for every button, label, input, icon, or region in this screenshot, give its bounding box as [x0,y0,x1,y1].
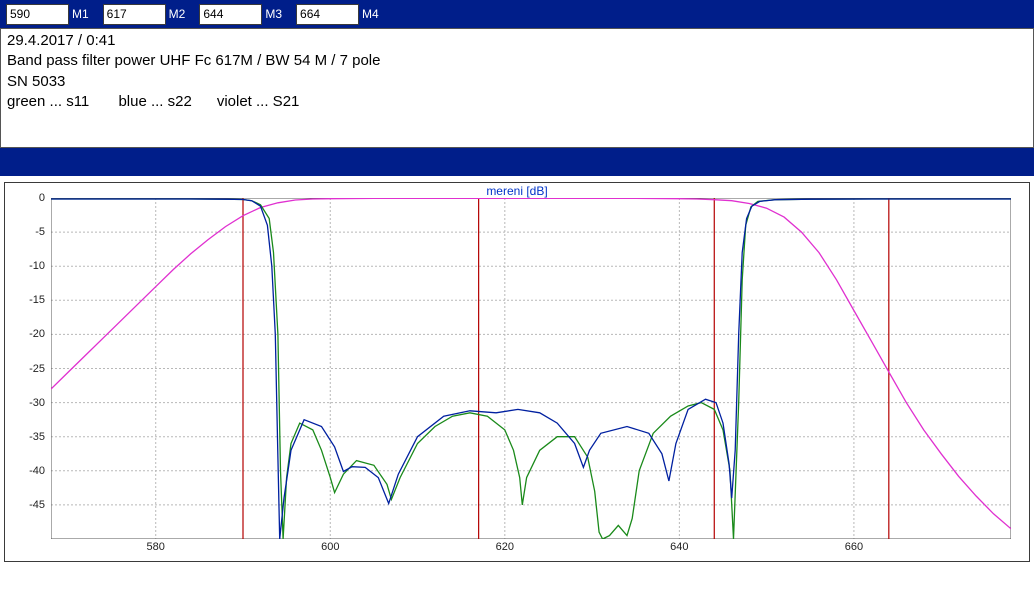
chart-panel: mereni [dB] 0 -5 -10 -15 -20 -25 -30 -35 -40 -45 5… [4,182,1030,562]
y-tick-label: -25 [29,363,45,375]
y-tick-label: -40 [29,465,45,477]
x-tick-label: 620 [496,541,514,553]
y-tick-label: -10 [29,260,45,272]
x-tick-label: 580 [147,541,165,553]
info-line-2: Band pass filter power UHF Fc 617M / BW … [7,51,1027,71]
y-tick-label: -45 [29,499,45,511]
y-tick-label: 0 [39,192,45,204]
info-line-1: 29.4.2017 / 0:41 [7,31,1027,51]
marker-m2-input[interactable] [103,4,166,25]
y-tick-label: -35 [29,431,45,443]
chart-plot-area: 0-5-10-15-20-25-30-35-40-455806006206406… [51,198,1011,557]
marker-m3-input[interactable] [199,4,262,25]
info-line-3: SN 5033 [7,72,1027,92]
marker-m4-input[interactable] [296,4,359,25]
y-tick-label: -30 [29,397,45,409]
trace-s21 [51,198,1011,529]
x-tick-label: 660 [845,541,863,553]
x-tick-label: 600 [321,541,339,553]
x-tick-label: 640 [670,541,688,553]
marker-m1-input[interactable] [6,4,69,25]
separator-bar [0,148,1034,176]
chart-title: mereni [dB] [5,183,1029,198]
marker-m3-label: M3 [265,7,282,21]
marker-m2-label: M2 [169,7,186,21]
y-tick-label: -15 [29,294,45,306]
marker-m4-label: M4 [362,7,379,21]
info-panel: 29.4.2017 / 0:41 Band pass filter power … [0,28,1034,148]
y-tick-label: -20 [29,328,45,340]
marker-m1-label: M1 [72,7,89,21]
app-window: { "markers": { "m1": {"label":"M1","valu… [0,0,1034,595]
marker-toolbar: M1 M2 M3 M4 [0,0,1034,28]
y-tick-label: -5 [35,226,45,238]
info-line-4: green ... s11 blue ... s22 violet ... S2… [7,92,1027,112]
